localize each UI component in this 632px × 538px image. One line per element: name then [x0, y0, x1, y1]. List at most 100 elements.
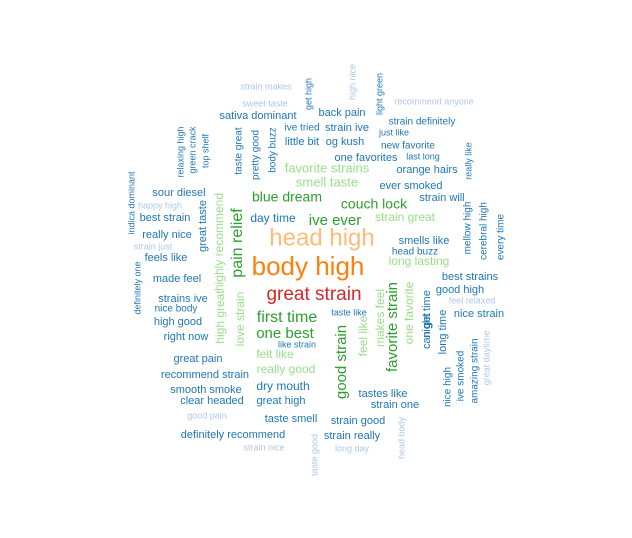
word-favorite-strain: favorite strain: [384, 282, 401, 372]
word-taste-good: taste good: [309, 434, 319, 476]
word-can-get: can get: [421, 313, 433, 349]
word-top-shelf: top shelf: [200, 133, 210, 168]
word-made-feel: made feel: [153, 273, 201, 285]
word-sour-diesel: sour diesel: [152, 187, 205, 199]
word-nice-strain: nice strain: [454, 308, 504, 320]
word-strain-really: strain really: [324, 430, 381, 442]
word-sweet-taste: sweet taste: [242, 98, 288, 108]
word-high-great: high great: [213, 290, 227, 344]
word-back-pain: back pain: [318, 107, 365, 119]
word-mellow-high: mellow high: [463, 202, 474, 255]
word-feel-like: feel like: [356, 315, 370, 356]
word-good-pain: good pain: [187, 410, 227, 420]
word-recommend-strain: recommend strain: [161, 369, 249, 381]
word-light-green: light green: [374, 73, 384, 115]
word-strain-nice: strain nice: [243, 442, 284, 452]
word-amazing-strain: amazing strain: [470, 338, 481, 403]
word-highly-recommend: highly recommend: [212, 193, 226, 291]
word-one-favorites: one favorites: [335, 152, 398, 164]
word-love-strain: love strain: [233, 292, 247, 347]
word-strain-will: strain will: [419, 192, 464, 204]
word-head-body: head body: [396, 416, 406, 459]
word-feel-relaxed: feel relaxed: [449, 295, 496, 305]
word-happy-high: happy high: [138, 200, 182, 210]
word-one-best: one best: [256, 325, 314, 342]
word-blue-dream: blue dream: [252, 189, 322, 205]
word-taste-smell: taste smell: [265, 413, 318, 425]
word-favorite-strains: favorite strains: [285, 160, 370, 175]
word-strain-ive: strain ive: [325, 122, 369, 134]
word-dry-mouth: dry mouth: [256, 379, 309, 393]
word-orange-hairs: orange hairs: [396, 164, 458, 176]
word-great-strain: great strain: [266, 284, 361, 305]
word-felt-like: felt like: [256, 347, 294, 361]
word-strains-ive: strains ive: [158, 293, 208, 305]
word-great-daytime: great daytime: [481, 331, 491, 386]
word-ever-smoked: ever smoked: [380, 180, 443, 192]
word-get-high: get high: [303, 78, 313, 110]
word-really-nice: really nice: [142, 229, 192, 241]
word-one-favorite: one favorite: [402, 281, 416, 344]
word-nice-body: nice body: [155, 304, 198, 315]
word-long-time: long time: [437, 310, 449, 355]
word-best-strains: best strains: [442, 271, 499, 283]
word-new-favorite: new favorite: [381, 141, 435, 152]
word-best-strain: best strain: [140, 212, 191, 224]
word-strain-good: strain good: [331, 415, 385, 427]
word-pain-relief: pain relief: [229, 208, 246, 278]
word-great-high: great high: [257, 395, 306, 407]
word-good-strain: good strain: [333, 325, 350, 399]
word-ive-ever: ive ever: [309, 212, 362, 229]
word-high-nice: high nice: [347, 64, 357, 100]
word-nice-high: nice high: [443, 367, 454, 407]
word-just-like: just like: [378, 127, 409, 137]
word-og-kush: og kush: [326, 136, 365, 148]
word-cerebral-high: cerebral high: [479, 202, 490, 260]
word-green-crack: green crack: [187, 126, 197, 174]
word-strain-great: strain great: [375, 210, 436, 224]
word-last-long: last long: [406, 151, 440, 161]
word-body-buzz: body buzz: [268, 127, 279, 173]
word-ive-tried: ive tried: [284, 123, 319, 134]
word-pretty-good: pretty good: [251, 130, 262, 180]
word-little-bit: little bit: [285, 136, 319, 148]
word-feels-like: feels like: [145, 252, 188, 264]
word-sativa-dominant: sativa dominant: [219, 110, 296, 122]
word-really-like: really like: [463, 142, 473, 180]
word-long-day: long day: [335, 443, 370, 453]
word-first-time: first time: [257, 309, 318, 326]
word-smell-taste: smell taste: [296, 174, 358, 189]
word-taste-like: taste like: [331, 307, 367, 317]
word-right-now: right now: [164, 331, 209, 343]
word-great-taste: great taste: [197, 200, 209, 252]
word-indica-dominant: indica dominant: [126, 171, 136, 235]
word-strain-definitely: strain definitely: [389, 117, 456, 128]
word-every-time: every time: [496, 214, 507, 261]
word-recommend-anyone: recommend anyone: [394, 96, 474, 106]
word-definitely-recommend: definitely recommend: [181, 429, 286, 441]
word-day-time: day time: [250, 211, 296, 225]
word-really-good: really good: [257, 362, 316, 376]
word-strain-makes: strain makes: [240, 81, 292, 91]
word-long-lasting: long lasting: [389, 254, 450, 268]
word-tastes-like: tastes like: [359, 388, 408, 400]
word-ive-smoked: ive smoked: [456, 351, 467, 402]
word-smooth-smoke: smooth smoke: [170, 384, 242, 396]
word-makes-feel: makes feel: [373, 289, 387, 347]
word-couch-lock: couch lock: [341, 196, 408, 212]
word-good-high: good high: [436, 284, 484, 296]
word-relaxing-high: relaxing high: [175, 126, 185, 177]
word-head-buzz: head buzz: [392, 247, 438, 258]
word-strain-one: strain one: [371, 399, 419, 411]
word-great-pain: great pain: [174, 353, 223, 365]
word-definitely-one: definitely one: [132, 261, 142, 314]
word-smells-like: smells like: [399, 235, 450, 247]
word-clear-headed: clear headed: [180, 395, 244, 407]
word-night-time: night time: [421, 290, 433, 338]
word-like-strain: like strain: [278, 339, 316, 349]
word-head-high: head high: [269, 224, 374, 251]
word-high-good: high good: [154, 316, 202, 328]
word-taste-great: taste great: [234, 127, 245, 174]
